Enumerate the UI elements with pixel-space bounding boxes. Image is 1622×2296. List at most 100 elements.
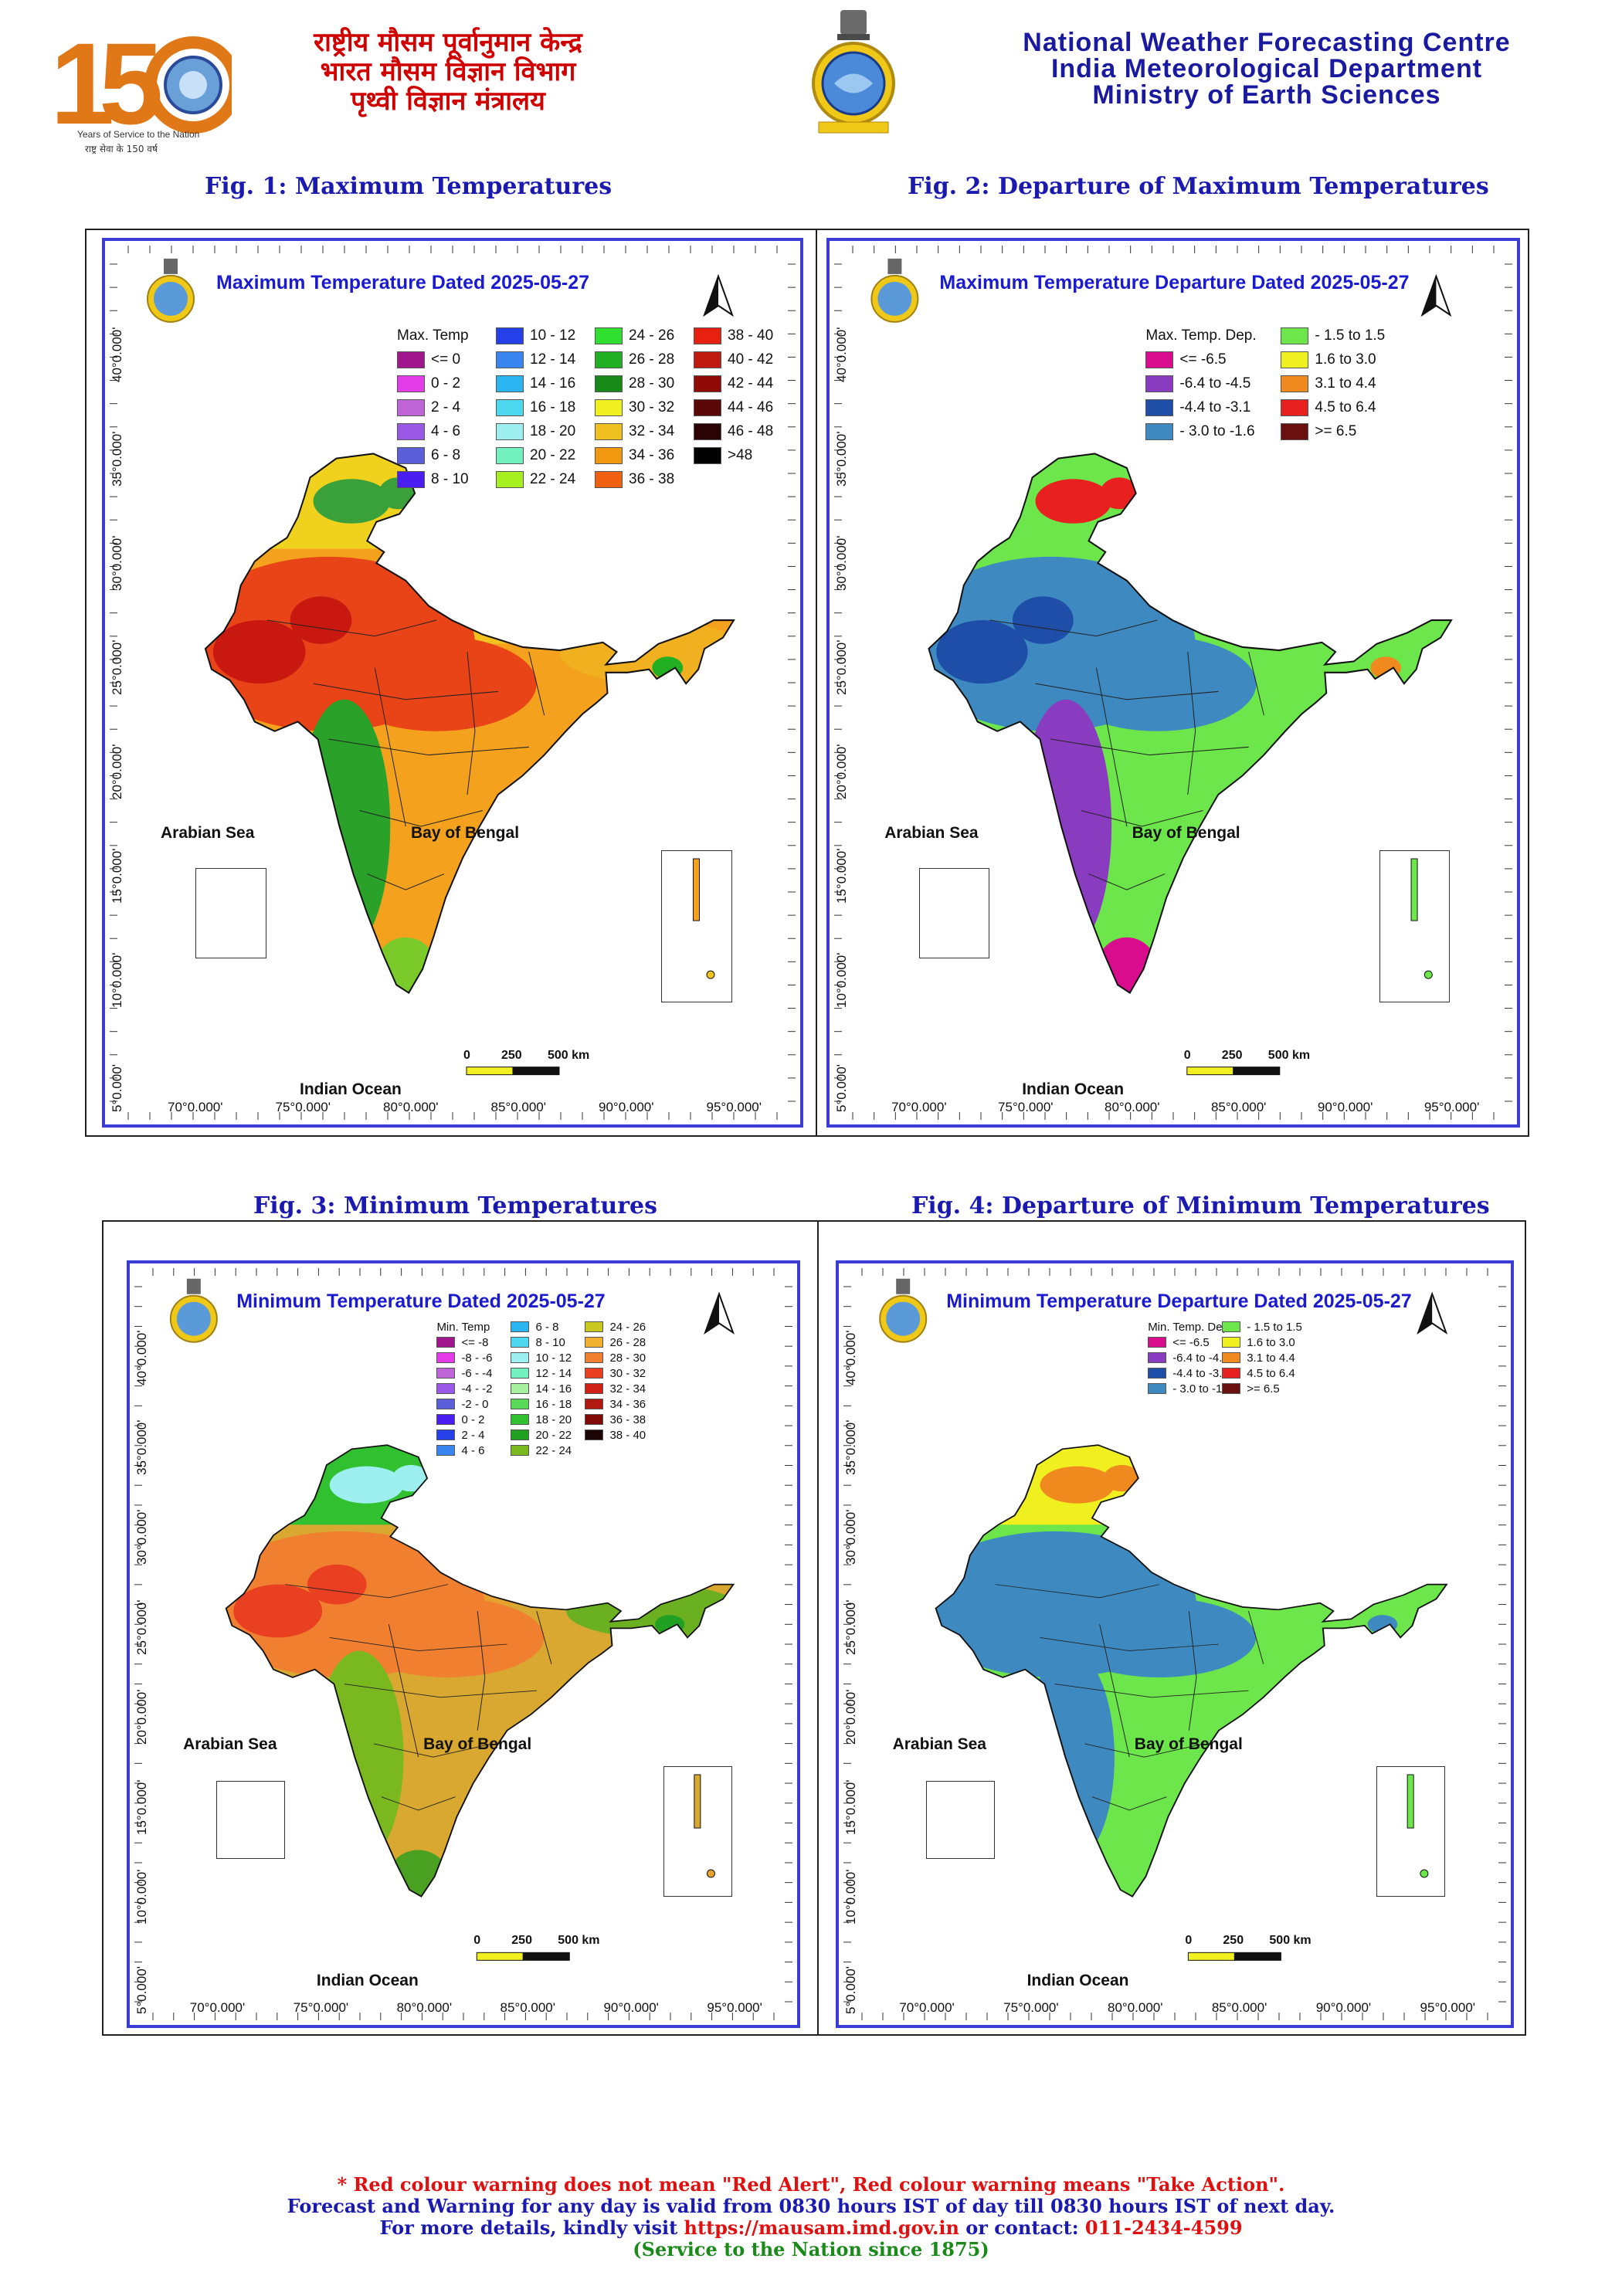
scale-bar bbox=[476, 1952, 570, 1961]
legend-swatch bbox=[496, 399, 524, 417]
imd-emblem-icon bbox=[870, 258, 919, 323]
longitude-label: 95°0.000' bbox=[1423, 1100, 1480, 1114]
longitude-label: 80°0.000' bbox=[396, 2000, 453, 2015]
legend-item: 16 - 18 bbox=[496, 399, 575, 417]
legend-label: 16 - 18 bbox=[535, 1397, 572, 1411]
legend-label: 20 - 22 bbox=[530, 447, 576, 464]
latitude-label: 35°0.000' bbox=[843, 1419, 858, 1476]
legend-item: 26 - 28 bbox=[585, 1336, 646, 1349]
legend-swatch bbox=[436, 1445, 456, 1457]
legend-label: <= -6.5 bbox=[1179, 351, 1227, 368]
legend-label: 4 - 6 bbox=[431, 423, 461, 440]
legend-label: >= 6.5 bbox=[1315, 423, 1357, 440]
legend-item: 18 - 20 bbox=[496, 423, 576, 441]
legend-swatch bbox=[496, 327, 524, 345]
legend-swatch bbox=[397, 423, 425, 441]
legend-item: 20 - 22 bbox=[496, 447, 576, 465]
legend-swatch bbox=[496, 351, 524, 369]
legend-item: <= -6.5 bbox=[1145, 351, 1227, 369]
india-map bbox=[134, 1268, 792, 2020]
legend-item: 40 - 42 bbox=[694, 351, 774, 369]
longitude-label: 80°0.000' bbox=[383, 1100, 439, 1114]
legend-item: 10 - 12 bbox=[496, 327, 576, 345]
legend-item: 4.5 to 6.4 bbox=[1222, 1367, 1295, 1380]
legend-swatch bbox=[511, 1445, 530, 1457]
map-frame-max-dep: 0 250 500 km Maximum Temperature Departure … bbox=[826, 238, 1520, 1128]
legend-label: >48 bbox=[728, 447, 753, 464]
andaman-nicobar-inset bbox=[1376, 1765, 1445, 1898]
legend-swatch bbox=[694, 351, 721, 369]
legend-label: -4.4 to -3.1 bbox=[1179, 399, 1251, 416]
legend-item: 1.6 to 3.0 bbox=[1281, 351, 1376, 369]
legend-label: 26 - 28 bbox=[629, 351, 675, 368]
scale-label-250: 250 bbox=[501, 1048, 522, 1062]
legend-label: 10 - 12 bbox=[530, 327, 576, 344]
legend-item: 2 - 4 bbox=[436, 1429, 484, 1442]
legend-item: 6 - 8 bbox=[511, 1321, 558, 1334]
map-frame-min-dep: 0 250 500 km Minimum Temperature Departure … bbox=[836, 1260, 1514, 2028]
legend-swatch bbox=[397, 375, 425, 393]
legend-item: >48 bbox=[694, 447, 753, 465]
legend-label: -6.4 to -4.5 bbox=[1172, 1351, 1229, 1365]
legend-label: 12 - 14 bbox=[530, 351, 576, 368]
legend-item: 28 - 30 bbox=[595, 375, 674, 393]
legend-label: 22 - 24 bbox=[535, 1443, 572, 1457]
imd-emblem-icon bbox=[147, 258, 195, 323]
legend-title: Min. Temp. Dep. bbox=[1148, 1320, 1233, 1334]
map-frame-max-temp: 0 250 500 km Maximum Temperature Dated 2025… bbox=[102, 238, 803, 1128]
legend-swatch bbox=[436, 1352, 456, 1364]
legend-swatch bbox=[694, 375, 721, 393]
legend-label: 30 - 32 bbox=[609, 1366, 646, 1380]
latitude-label: 10°0.000' bbox=[134, 1869, 149, 1925]
footer-website-link[interactable]: https://mausam.imd.gov.in bbox=[684, 2216, 959, 2239]
latitude-label: 35°0.000' bbox=[134, 1419, 149, 1476]
legend-label: 38 - 40 bbox=[609, 1428, 646, 1442]
legend-item: 20 - 22 bbox=[511, 1429, 572, 1442]
legend-item: 0 - 2 bbox=[436, 1413, 484, 1426]
latitude-label: 25°0.000' bbox=[110, 639, 124, 696]
legend-swatch bbox=[1281, 375, 1309, 393]
footer-service-line: (Service to the Nation since 1875) bbox=[633, 2238, 989, 2260]
scale-label-500: 500 km bbox=[1269, 1934, 1312, 1948]
legend-swatch bbox=[694, 399, 721, 417]
legend-item: 30 - 32 bbox=[585, 1367, 646, 1380]
scale-label-0: 0 bbox=[463, 1048, 470, 1062]
legend-swatch bbox=[436, 1337, 456, 1348]
legend-swatch bbox=[1281, 423, 1309, 441]
legend-label: 40 - 42 bbox=[728, 351, 774, 368]
map-title: Maximum Temperature Departure Dated 2025… bbox=[939, 272, 1410, 294]
legend-item: 36 - 38 bbox=[585, 1413, 646, 1426]
legend-swatch bbox=[595, 423, 623, 441]
andaman-nicobar-inset bbox=[1379, 850, 1450, 1002]
legend-label: 4 - 6 bbox=[461, 1443, 485, 1457]
legend-swatch bbox=[511, 1337, 530, 1348]
latitude-label: 5°0.000' bbox=[843, 1966, 858, 2015]
scale-label-500: 500 km bbox=[1267, 1048, 1311, 1062]
longitude-label: 85°0.000' bbox=[500, 2000, 556, 2015]
longitude-label: 95°0.000' bbox=[1420, 2000, 1476, 2015]
label-arabian-sea: Arabian Sea bbox=[884, 824, 979, 843]
legend-item: -4 - -2 bbox=[436, 1382, 492, 1396]
lakshadweep-inset bbox=[216, 1781, 285, 1860]
longitude-label: 75°0.000' bbox=[1003, 2000, 1059, 2015]
legend-item: - 1.5 to 1.5 bbox=[1222, 1321, 1302, 1334]
imd-emblem-icon bbox=[169, 1278, 218, 1343]
legend-swatch bbox=[585, 1321, 604, 1333]
legend-item: 24 - 26 bbox=[595, 327, 674, 345]
legend-item: -6 - -4 bbox=[436, 1367, 492, 1380]
legend-item: 46 - 48 bbox=[694, 423, 773, 441]
legend-item: 12 - 14 bbox=[511, 1367, 572, 1380]
legend-swatch bbox=[1145, 351, 1174, 369]
legend-swatch bbox=[585, 1429, 604, 1441]
north-arrow-icon bbox=[1420, 273, 1452, 317]
legend-swatch bbox=[511, 1352, 530, 1364]
legend-label: 38 - 40 bbox=[728, 327, 774, 344]
latitude-label: 30°0.000' bbox=[843, 1509, 858, 1565]
imd-emblem-logo bbox=[803, 6, 904, 137]
legend-label: 18 - 20 bbox=[530, 423, 576, 440]
label-indian-ocean: Indian Ocean bbox=[1026, 1971, 1129, 1989]
legend-item: <= -8 bbox=[436, 1336, 488, 1349]
india-map bbox=[843, 1268, 1506, 2020]
header-hindi: राष्ट्रीय मौसम पूर्वानुमान केन्द्र भारत … bbox=[232, 28, 664, 116]
latitude-label: 5°0.000' bbox=[834, 1063, 849, 1112]
